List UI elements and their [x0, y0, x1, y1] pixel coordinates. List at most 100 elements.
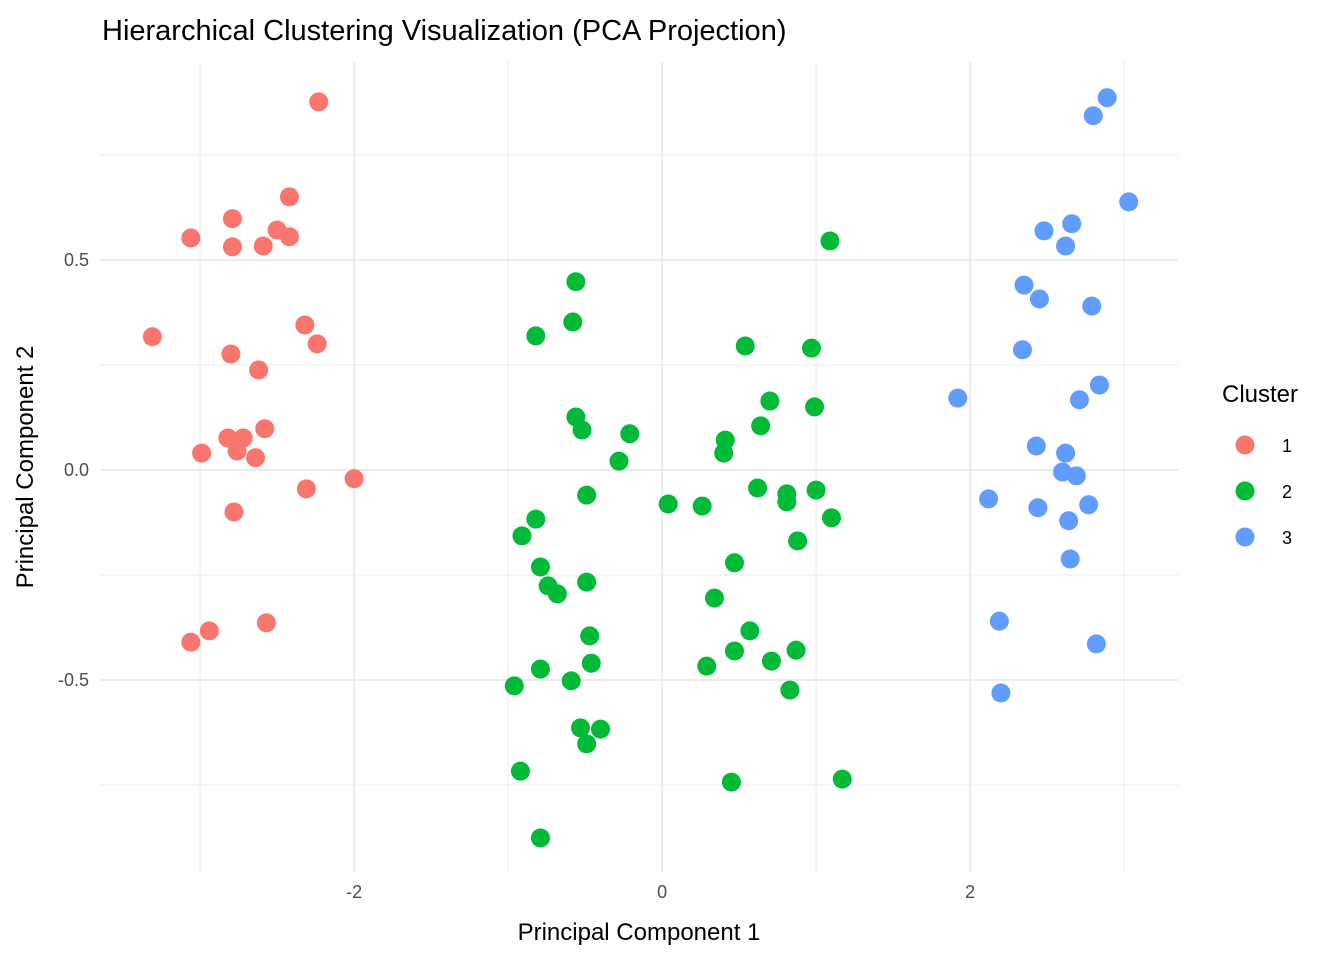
data-point-cluster-3	[1066, 466, 1086, 486]
data-point-cluster-3	[991, 683, 1011, 703]
data-point-cluster-1	[142, 327, 162, 347]
data-point-cluster-3	[979, 489, 999, 509]
data-point-cluster-3	[1029, 289, 1049, 309]
data-points	[142, 88, 1139, 848]
data-point-cluster-2	[724, 641, 744, 661]
data-point-cluster-3	[948, 388, 968, 408]
data-point-cluster-3	[1119, 192, 1139, 212]
data-point-cluster-1	[224, 502, 244, 522]
data-point-cluster-1	[222, 209, 242, 229]
data-point-cluster-3	[1086, 634, 1106, 654]
data-point-cluster-2	[822, 508, 841, 528]
data-point-cluster-3	[1097, 88, 1117, 108]
data-point-cluster-2	[609, 451, 629, 471]
data-point-cluster-2	[530, 828, 550, 848]
data-point-cluster-1	[255, 419, 275, 439]
y-tick-label: 0.0	[64, 460, 89, 480]
data-point-cluster-3	[1034, 221, 1054, 241]
data-point-cluster-3	[989, 611, 1009, 631]
data-point-cluster-2	[512, 526, 532, 546]
data-point-cluster-3	[1079, 495, 1099, 515]
data-point-cluster-1	[221, 344, 241, 364]
data-point-cluster-1	[279, 187, 299, 207]
data-point-cluster-2	[692, 496, 712, 516]
data-point-cluster-2	[591, 719, 610, 739]
data-point-cluster-3	[1026, 436, 1046, 456]
chart-title: Hierarchical Clustering Visualization (P…	[102, 15, 786, 47]
data-point-cluster-3	[1062, 214, 1082, 234]
data-point-cluster-2	[581, 653, 601, 673]
data-point-cluster-2	[704, 588, 724, 608]
data-point-cluster-1	[222, 237, 242, 257]
data-point-cluster-1	[227, 441, 247, 461]
legend-title: Cluster	[1222, 381, 1298, 408]
data-point-cluster-2	[748, 478, 768, 498]
data-point-cluster-1	[256, 613, 276, 633]
data-point-cluster-2	[761, 651, 781, 671]
data-point-cluster-2	[530, 557, 550, 577]
data-point-cluster-2	[724, 553, 744, 573]
data-point-cluster-2	[580, 626, 600, 646]
legend: Cluster 1 2 3	[1222, 381, 1298, 548]
data-point-cluster-3	[1069, 390, 1089, 410]
data-point-cluster-3	[1082, 296, 1102, 316]
data-point-cluster-1	[307, 334, 327, 354]
data-point-cluster-1	[181, 632, 201, 652]
x-axis-title: Principal Component 1	[518, 919, 761, 946]
data-point-cluster-2	[786, 640, 806, 660]
data-point-cluster-2	[751, 416, 771, 436]
data-point-cluster-3	[1056, 443, 1076, 463]
grid	[100, 62, 1178, 872]
data-point-cluster-2	[570, 718, 590, 738]
data-point-cluster-2	[721, 772, 741, 792]
data-point-cluster-2	[526, 509, 546, 529]
data-point-cluster-3	[1083, 106, 1103, 126]
data-point-cluster-2	[566, 272, 586, 292]
y-axis-ticks: -0.5 0.0 0.5	[58, 250, 89, 690]
legend-key-2	[1235, 481, 1255, 501]
data-point-cluster-3	[1059, 511, 1079, 531]
data-point-cluster-1	[246, 448, 266, 468]
data-point-cluster-2	[561, 671, 581, 691]
data-point-cluster-2	[777, 492, 797, 512]
data-point-cluster-2	[832, 769, 852, 789]
legend-key-3	[1235, 527, 1255, 547]
data-point-cluster-2	[577, 572, 597, 592]
data-point-cluster-1	[296, 479, 316, 499]
data-point-cluster-2	[658, 494, 678, 514]
data-point-cluster-2	[714, 443, 734, 463]
data-point-cluster-2	[801, 338, 821, 358]
data-point-cluster-2	[504, 676, 524, 696]
data-point-cluster-1	[279, 227, 299, 247]
data-point-cluster-1	[295, 315, 315, 335]
data-point-cluster-1	[253, 236, 273, 256]
legend-label: 1	[1282, 436, 1292, 456]
data-point-cluster-3	[1028, 498, 1048, 518]
data-point-cluster-1	[249, 360, 269, 380]
legend-key-1	[1235, 435, 1255, 455]
y-tick-label: 0.5	[64, 250, 89, 270]
data-point-cluster-2	[510, 761, 530, 781]
data-point-cluster-2	[780, 680, 800, 700]
data-point-cluster-1	[344, 469, 364, 489]
data-point-cluster-3	[1089, 375, 1109, 395]
data-point-cluster-2	[577, 734, 597, 754]
data-point-cluster-2	[697, 656, 717, 676]
x-axis-ticks: -2 0 2	[346, 882, 975, 902]
x-tick-label: 2	[965, 882, 975, 902]
data-point-cluster-2	[620, 424, 640, 444]
x-tick-label: 0	[657, 882, 667, 902]
data-point-cluster-2	[735, 336, 755, 356]
data-point-cluster-2	[563, 312, 583, 332]
data-point-cluster-2	[760, 391, 780, 411]
data-point-cluster-2	[820, 231, 840, 251]
data-point-cluster-2	[740, 621, 760, 641]
data-point-cluster-1	[192, 443, 212, 463]
data-point-cluster-2	[572, 420, 592, 440]
legend-label: 2	[1282, 482, 1292, 502]
data-point-cluster-2	[805, 397, 825, 417]
data-point-cluster-2	[577, 485, 597, 505]
legend-label: 3	[1282, 528, 1292, 548]
y-axis-title: Principal Component 2	[12, 346, 39, 589]
